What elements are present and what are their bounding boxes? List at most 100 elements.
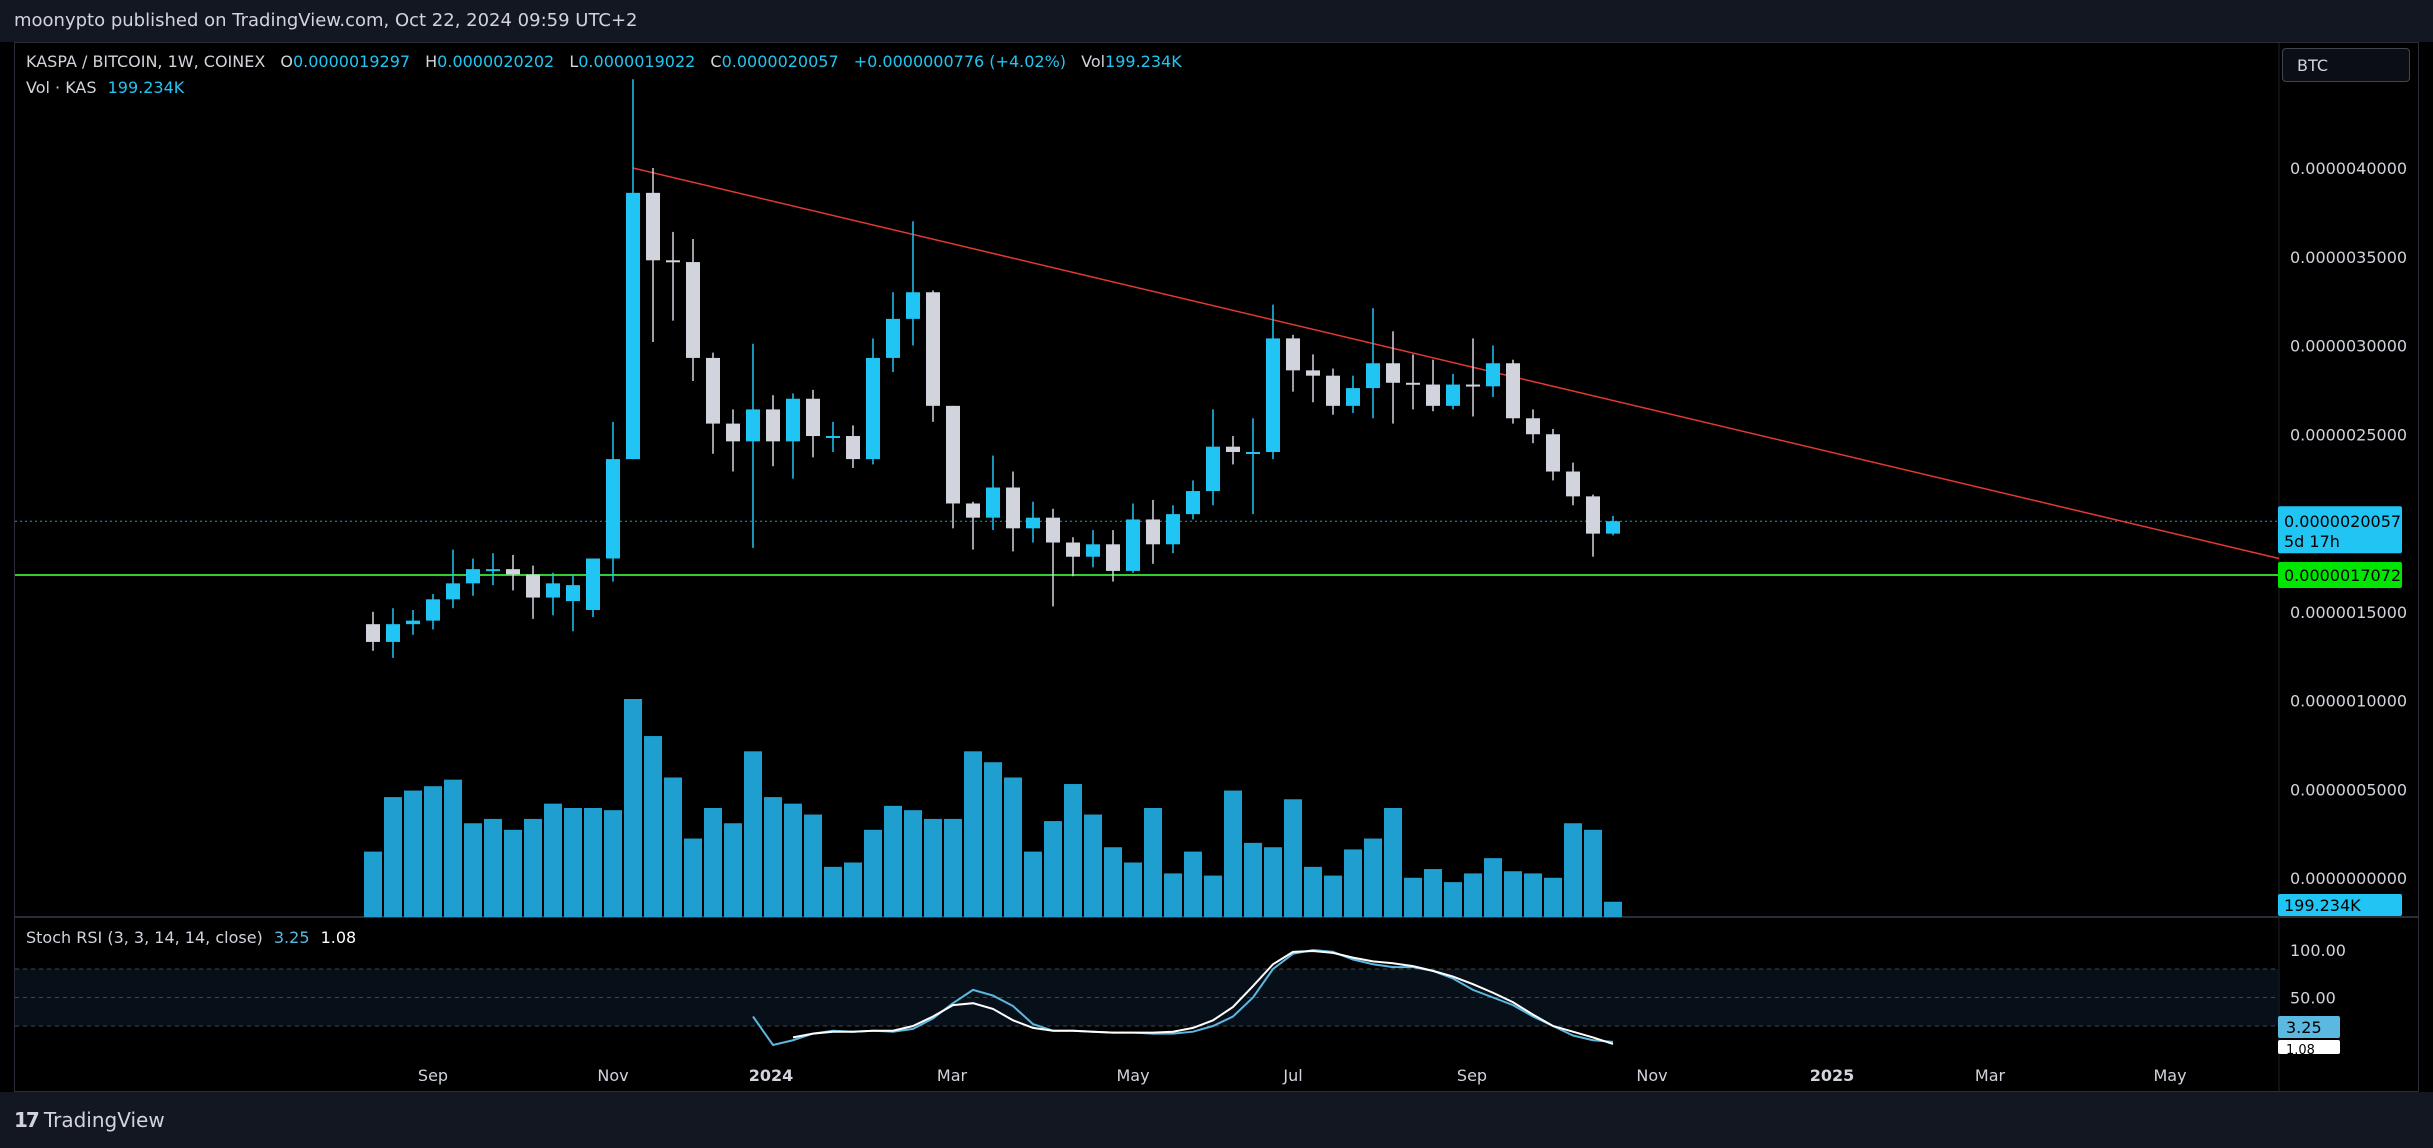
resistance-trendline — [632, 167, 2280, 560]
price-tick-label: 0.0000005000 — [2290, 780, 2407, 799]
currency-button[interactable]: BTC — [2282, 48, 2410, 82]
support-price-tag: 0.0000017072 — [2284, 566, 2401, 585]
high-value: 0.0000020202 — [437, 52, 555, 71]
candle-body — [926, 292, 940, 406]
close-value: 0.0000020057 — [721, 52, 839, 71]
volume-bar — [684, 838, 702, 917]
tradingview-brand: TradingView — [43, 1108, 165, 1132]
candle-body — [946, 405, 960, 504]
volume-bar — [464, 823, 482, 917]
tradingview-logo[interactable]: 17 TradingView — [14, 1108, 165, 1132]
candle-body — [666, 260, 680, 263]
candle-body — [1026, 517, 1040, 529]
symbol-title[interactable]: KASPA / BITCOIN, 1W, COINEX — [26, 52, 266, 71]
volume-bar — [1284, 799, 1302, 917]
volume-bar — [1084, 814, 1102, 917]
candle-body — [1066, 542, 1080, 557]
volume-bar — [1484, 858, 1502, 917]
countdown-tag: 5d 17h — [2284, 532, 2340, 551]
time-axis-label: Sep — [418, 1066, 448, 1085]
volume-bar — [544, 803, 562, 917]
candle-body — [506, 569, 520, 575]
time-axis-label: May — [1116, 1066, 1149, 1085]
volume-bar — [1464, 873, 1482, 917]
candle-body — [546, 583, 560, 598]
vol-value: 199.234K — [1105, 52, 1182, 71]
candle-body — [1506, 363, 1520, 419]
volume-bar — [484, 818, 502, 917]
price-tick-label: 0.0000040000 — [2290, 159, 2407, 178]
time-axis-label: Nov — [597, 1066, 628, 1085]
volume-bar — [1264, 847, 1282, 917]
volume-bar — [924, 818, 942, 917]
low-value: 0.0000019022 — [578, 52, 696, 71]
candle-body — [426, 599, 440, 621]
volume-bar — [644, 736, 662, 917]
candle-body — [1246, 452, 1260, 454]
candle-body — [446, 583, 460, 600]
candle-body — [846, 436, 860, 460]
volume-bar — [1064, 784, 1082, 917]
candle-body — [1566, 471, 1580, 497]
candle-body — [746, 409, 760, 442]
candle-body — [986, 487, 1000, 518]
volume-bar — [1184, 851, 1202, 917]
rsi-d-tag-bg — [2278, 1040, 2340, 1054]
volume-bar — [1044, 821, 1062, 917]
volume-bar — [604, 810, 622, 917]
candle-body — [1466, 384, 1480, 387]
volume-bar — [784, 803, 802, 917]
volume-bar — [1144, 808, 1162, 917]
volume-value-tag: 199.234K — [2284, 896, 2361, 915]
time-axis-label: Mar — [1975, 1066, 2006, 1085]
volume-bar — [764, 797, 782, 917]
volume-bar — [524, 818, 542, 917]
candle-body — [706, 357, 720, 424]
rsi-d-tag: 1.08 — [2286, 1043, 2315, 1058]
rsi-k-tag-bg — [2278, 1016, 2340, 1038]
candle-body — [866, 357, 880, 460]
price-tick-label: 0.0000015000 — [2290, 603, 2407, 622]
published-info: moonypto published on TradingView.com, O… — [14, 10, 638, 31]
volume-bar — [1444, 882, 1462, 917]
time-axis-label: Sep — [1457, 1066, 1487, 1085]
volume-bar — [1504, 871, 1522, 917]
volume-legend[interactable]: Vol · KAS 199.234K — [26, 78, 184, 97]
volume-bar — [384, 797, 402, 917]
open-label: O — [280, 52, 293, 71]
volume-bar — [1384, 808, 1402, 917]
candle-body — [826, 436, 840, 439]
vol-label: Vol — [1081, 52, 1106, 71]
volume-bar — [1124, 862, 1142, 917]
candle-body — [526, 574, 540, 598]
candle-body — [1426, 384, 1440, 406]
candle-body — [1226, 446, 1240, 452]
price-tick-label: 0.0000035000 — [2290, 248, 2407, 267]
volume-bar — [984, 762, 1002, 917]
candle-body — [486, 569, 500, 572]
candle-body — [1406, 382, 1420, 385]
candle-body — [1526, 418, 1540, 435]
candle-body — [906, 292, 920, 319]
volume-bar — [1424, 869, 1442, 917]
stoch-rsi-legend[interactable]: Stoch RSI (3, 3, 14, 14, close) 3.25 1.0… — [26, 928, 356, 947]
candle-body — [806, 398, 820, 437]
stoch-rsi-d: 1.08 — [320, 928, 357, 947]
candle-body — [1146, 519, 1160, 545]
volume-bar — [744, 751, 762, 917]
tradingview-logo-icon: 17 — [14, 1108, 40, 1132]
volume-bar — [1004, 777, 1022, 917]
volume-bar — [504, 829, 522, 917]
time-axis-label: Jul — [1282, 1066, 1302, 1085]
candle-body — [566, 585, 580, 602]
last-price-tag-bg — [2278, 506, 2402, 554]
candle-body — [726, 423, 740, 442]
candle-body — [686, 262, 700, 358]
volume-bar — [624, 699, 642, 917]
volume-bar — [904, 810, 922, 917]
close-label: C — [710, 52, 722, 71]
volume-bar — [1344, 849, 1362, 917]
rsi-k-tag: 3.25 — [2286, 1018, 2322, 1037]
open-value: 0.0000019297 — [292, 52, 411, 71]
